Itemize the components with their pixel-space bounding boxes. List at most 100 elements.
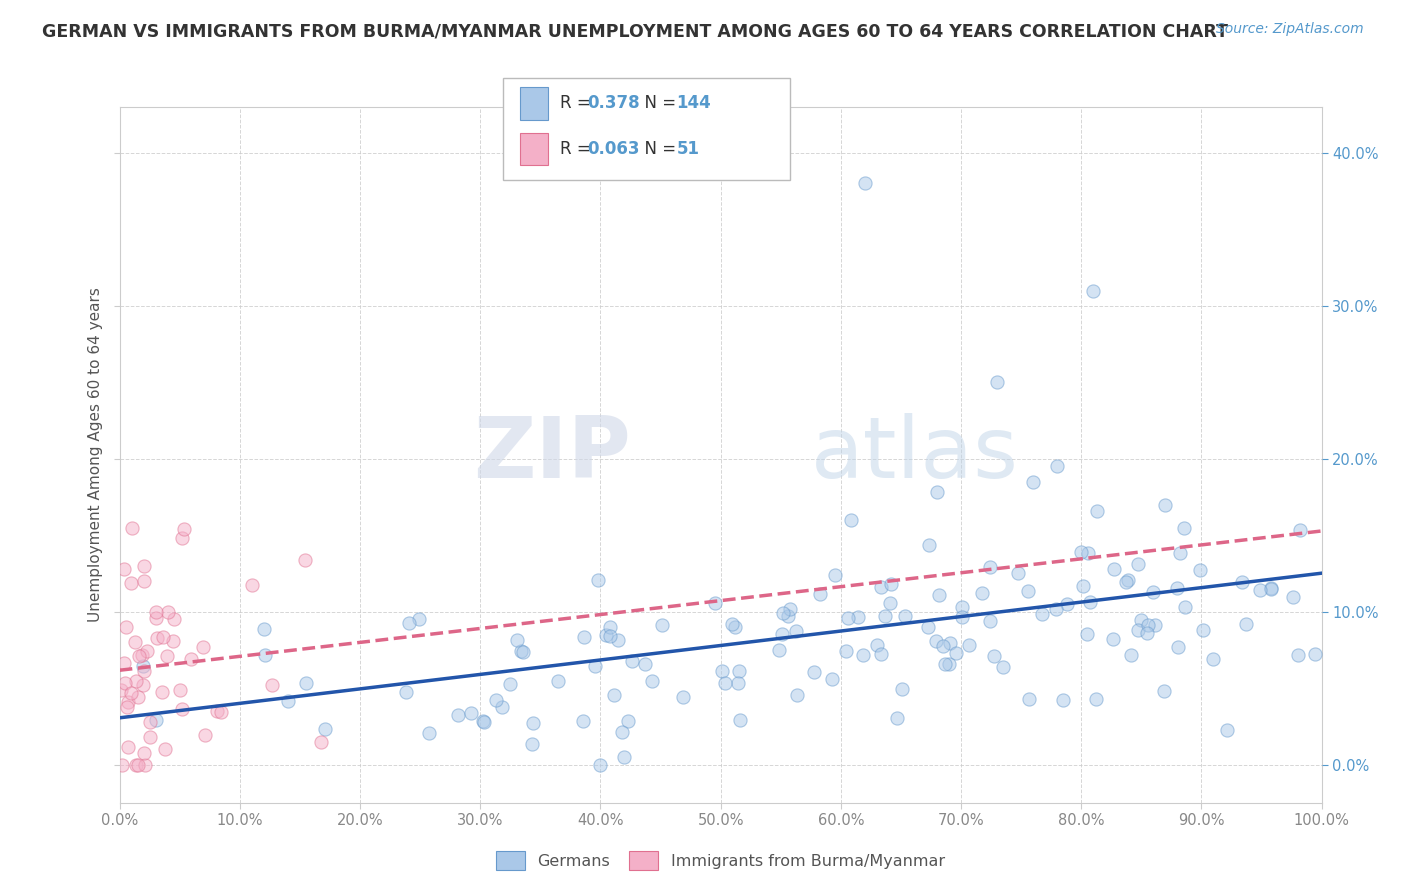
Point — [547, 673, 569, 688]
Point — [1076, 627, 1098, 641]
Point — [112, 562, 135, 576]
Point — [447, 707, 470, 722]
Point — [138, 730, 160, 744]
Point — [125, 757, 148, 772]
Point — [240, 578, 263, 592]
Point — [993, 659, 1015, 673]
Point — [945, 646, 967, 660]
Point — [770, 626, 793, 640]
Point — [134, 757, 156, 772]
Point — [1189, 563, 1212, 577]
Point — [768, 642, 790, 657]
Text: GERMAN VS IMMIGRANTS FROM BURMA/MYANMAR UNEMPLOYMENT AMONG AGES 60 TO 64 YEARS C: GERMAN VS IMMIGRANTS FROM BURMA/MYANMAR … — [42, 22, 1229, 40]
Point — [979, 614, 1001, 628]
Point — [772, 606, 794, 620]
Point — [1126, 557, 1149, 571]
Point — [950, 610, 973, 624]
Point — [932, 639, 955, 653]
Point — [131, 658, 153, 673]
Point — [128, 649, 150, 664]
Point — [778, 608, 800, 623]
Point — [460, 706, 482, 721]
Point — [132, 664, 155, 678]
Point — [852, 648, 875, 662]
Point — [603, 688, 626, 702]
Text: N =: N = — [634, 95, 682, 112]
Y-axis label: Unemployment Among Ages 60 to 64 years: Unemployment Among Ages 60 to 64 years — [87, 287, 103, 623]
Point — [120, 576, 142, 591]
Point — [146, 631, 169, 645]
Point — [607, 632, 630, 647]
Point — [1232, 574, 1254, 589]
Point — [418, 726, 440, 740]
Point — [785, 624, 807, 638]
Point — [727, 675, 749, 690]
Point — [127, 757, 149, 772]
Point — [651, 617, 673, 632]
Point — [1167, 640, 1189, 654]
Point — [395, 685, 418, 699]
Point — [205, 704, 228, 718]
Point — [1046, 459, 1069, 474]
Point — [572, 631, 595, 645]
Point — [1260, 582, 1282, 597]
Point — [522, 716, 544, 731]
Text: N =: N = — [634, 140, 682, 158]
Point — [779, 602, 801, 616]
Point — [110, 683, 132, 698]
Point — [617, 714, 640, 729]
Point — [925, 633, 948, 648]
Point — [886, 711, 908, 725]
Point — [125, 673, 148, 688]
Point — [1166, 581, 1188, 595]
Point — [711, 664, 734, 678]
Point — [152, 630, 174, 644]
Point — [135, 644, 157, 658]
Point — [853, 177, 876, 191]
Point — [472, 714, 495, 729]
Point — [803, 665, 825, 679]
Point — [1191, 623, 1213, 637]
Point — [134, 746, 156, 760]
Text: R =: R = — [560, 95, 596, 112]
Point — [1017, 583, 1039, 598]
Point — [1282, 591, 1305, 605]
Point — [1168, 546, 1191, 560]
Point — [1174, 599, 1197, 614]
Point — [180, 651, 202, 665]
Point — [786, 688, 808, 702]
Point — [115, 699, 138, 714]
Text: 0.063: 0.063 — [588, 140, 640, 158]
Point — [1136, 625, 1159, 640]
Point — [824, 568, 846, 582]
Point — [150, 685, 173, 699]
Point — [145, 714, 167, 728]
Point — [633, 657, 655, 671]
Point — [1260, 581, 1282, 595]
Text: atlas: atlas — [811, 413, 1019, 497]
Point — [848, 609, 870, 624]
Point — [491, 700, 513, 714]
Point — [1031, 607, 1053, 622]
Point — [1121, 648, 1143, 662]
Point — [641, 674, 664, 689]
Point — [979, 560, 1001, 574]
Point — [880, 577, 903, 591]
Point — [1143, 618, 1166, 632]
Point — [1115, 575, 1137, 590]
Point — [938, 657, 960, 672]
Point — [1007, 566, 1029, 580]
Point — [132, 558, 155, 573]
Point — [721, 616, 744, 631]
Point — [112, 656, 135, 670]
Point — [1085, 504, 1108, 518]
Point — [589, 757, 612, 772]
Point — [277, 694, 299, 708]
Point — [612, 724, 634, 739]
Point — [1288, 524, 1310, 538]
Point — [1202, 652, 1225, 666]
Point — [1045, 602, 1067, 616]
Point — [163, 612, 186, 626]
Point — [704, 596, 727, 610]
Point — [808, 587, 831, 601]
